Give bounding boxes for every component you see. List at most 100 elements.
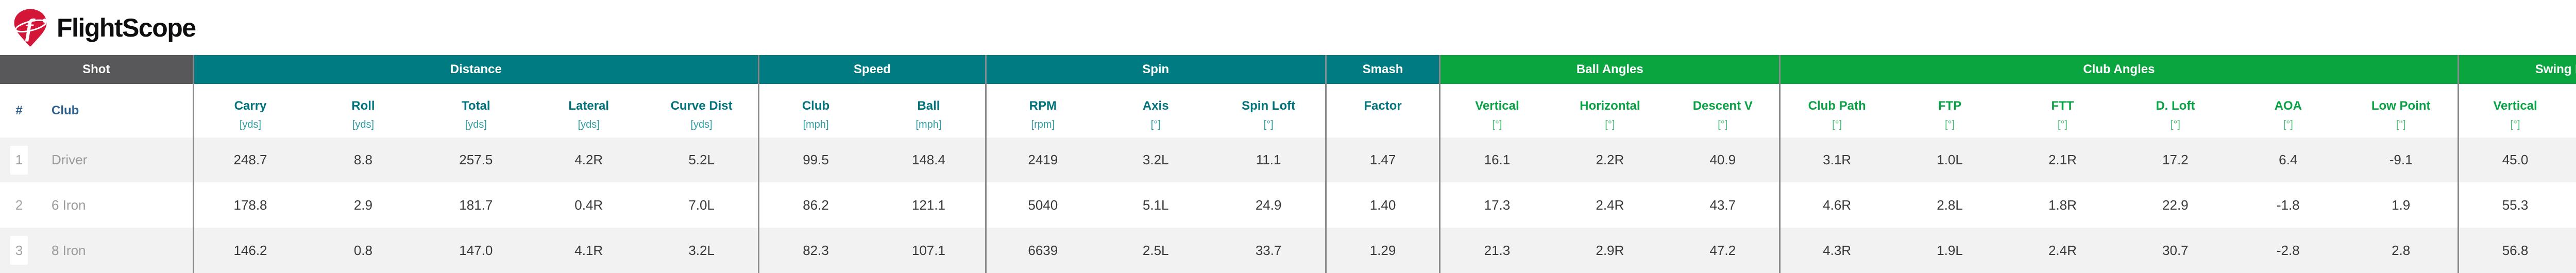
column-label: Club Path [1808, 98, 1866, 113]
column-label: Horizontal [1580, 98, 1640, 113]
column-label: AOA [2274, 98, 2302, 113]
group-ball-angles: Ball Angles Vertical [°] Horizontal [°] Desce… [1440, 55, 1780, 273]
column-unit: [rpm] [1031, 118, 1055, 130]
cell-swing-plane-horizontal: 3.4R [2571, 197, 2576, 213]
table-row[interactable]: 21.3 2.9R 47.2 [1440, 228, 1780, 273]
flightscope-logo-icon: f [14, 8, 47, 46]
column-header-swing-plane-vertical: Vertical [°] [2459, 84, 2572, 138]
column-header-shot-number: # [15, 103, 23, 117]
group-divider [2457, 55, 2459, 273]
group-divider [1779, 55, 1781, 273]
cell-distance-lateral: 4.2R [574, 152, 603, 168]
cell-distance-carry: 248.7 [233, 152, 267, 168]
group-header-smash: Smash [1326, 55, 1439, 84]
column-unit: [yds] [578, 118, 600, 130]
cell-club-angles-aoa: -2.8 [2276, 242, 2300, 258]
table-row[interactable]: 5040 5.1L 24.9 [986, 182, 1325, 228]
column-header-spin-rpm: RPM [rpm] [987, 84, 1099, 138]
cell-distance-lateral: 0.4R [574, 197, 603, 213]
cell-speed-club: 82.3 [803, 242, 829, 258]
shot-column-headers: # Club [0, 83, 193, 138]
table-row[interactable]: 3.1R 1.0L 2.1R 17.2 6.4 -9.1 [1781, 137, 2458, 183]
table-row[interactable]: 1.47 [1326, 137, 1439, 183]
group-club-angles: Club Angles Club Path [°] FTP [°] FTT [°] D. Lo… [1781, 55, 2458, 273]
column-unit: [yds] [239, 118, 262, 130]
column-headers-ball-angles: Vertical [°] Horizontal [°] Descent V [°] [1440, 83, 1780, 138]
top-bar: f FlightScope [0, 0, 2576, 55]
column-header-distance-curve-dist: Curve Dist [yds] [645, 84, 758, 138]
cell-club-angles-club-path: 4.3R [1823, 242, 1852, 258]
cell-spin-rpm: 6639 [1028, 242, 1058, 258]
cell-club-angles-low-point: 2.8 [2392, 242, 2411, 258]
column-unit: [°] [2057, 118, 2067, 130]
cell-club-angles-ftt: 1.8R [2048, 197, 2077, 213]
cell-swing-plane-horizontal: 9.5R [2571, 152, 2576, 168]
column-unit: [°] [1718, 118, 1728, 130]
cell-spin-spin-loft: 33.7 [1255, 242, 1282, 258]
table-row[interactable]: 86.2 121.1 [759, 182, 985, 228]
table-row[interactable]: 146.2 0.8 147.0 4.1R 3.2L [194, 228, 758, 273]
column-unit: [°] [2283, 118, 2293, 130]
table-row[interactable]: 4.6R 2.8L 1.8R 22.9 -1.8 1.9 [1781, 182, 2458, 228]
table-row[interactable]: 1.29 [1326, 228, 1439, 273]
table-row[interactable]: 55.3 3.4R [2459, 182, 2576, 228]
column-header-club-angles-club-path: Club Path [°] [1781, 84, 1893, 138]
column-header-ball-angles-vertical: Vertical [°] [1440, 84, 1553, 138]
table-row[interactable]: 4.3R 1.9L 2.4R 30.7 -2.8 2.8 [1781, 228, 2458, 273]
table-row[interactable]: 16.1 2.2R 40.9 [1440, 137, 1780, 183]
table-row[interactable]: 17.3 2.4R 43.7 [1440, 182, 1780, 228]
column-headers-spin: RPM [rpm] Axis [°] Spin Loft [°] [986, 83, 1325, 138]
cell-distance-total: 181.7 [459, 197, 493, 213]
shot-number-cell: 2 [0, 191, 38, 220]
cell-ball-angles-descent-v: 47.2 [1709, 242, 1736, 258]
shot-number-box: 2 [10, 191, 28, 220]
group-header-speed: Speed [759, 55, 985, 84]
brand-wordmark: FlightScope [57, 13, 196, 42]
table-row[interactable]: 1.40 [1326, 182, 1439, 228]
table-row[interactable]: 82.3 107.1 [759, 228, 985, 273]
group-divider [1439, 55, 1441, 273]
group-divider [192, 55, 194, 273]
cell-club-angles-low-point: 1.9 [2392, 197, 2411, 213]
cell-ball-angles-horizontal: 2.2R [1596, 152, 1624, 168]
table-row[interactable]: 178.8 2.9 181.7 0.4R 7.0L [194, 182, 758, 228]
table-row[interactable]: 2419 3.2L 11.1 [986, 137, 1325, 183]
column-unit: [°] [1944, 118, 1955, 130]
column-headers-distance: Carry [yds] Roll [yds] Total [yds] Lateral [yds… [194, 83, 758, 138]
table-row[interactable]: 45.0 9.5R [2459, 137, 2576, 183]
column-header-club-angles-ftt: FTT [°] [2006, 84, 2119, 138]
column-label: Lateral [568, 98, 609, 113]
table-row-shot-3[interactable]: 3 8 Iron [0, 228, 193, 273]
table-row[interactable]: 6639 2.5L 33.7 [986, 228, 1325, 273]
column-label: Total [462, 98, 490, 113]
column-label: Factor [1364, 98, 1402, 113]
column-headers-swing-plane: Vertical [°] Horizontal[°] [2459, 83, 2576, 138]
column-header-distance-total: Total [yds] [419, 84, 532, 138]
cell-distance-carry: 178.8 [233, 197, 267, 213]
cell-distance-roll: 2.9 [353, 197, 372, 213]
column-label: Curve Dist [670, 98, 733, 113]
cell-distance-lateral: 4.1R [574, 242, 603, 258]
column-unit: [mph] [803, 118, 829, 130]
table-row-shot-2[interactable]: 2 6 Iron [0, 182, 193, 228]
table-row-shot-1[interactable]: 1 Driver [0, 137, 193, 183]
cell-distance-carry: 146.2 [233, 242, 267, 258]
table-row[interactable]: 56.8 2.4R [2459, 228, 2576, 273]
cell-distance-total: 257.5 [459, 152, 493, 168]
column-unit: [°] [2170, 118, 2180, 130]
club-name: Driver [52, 152, 88, 168]
column-header-distance-lateral: Lateral [yds] [532, 84, 645, 138]
column-header-smash-factor: Factor [1327, 84, 1439, 138]
group-divider [1325, 55, 1327, 273]
cell-ball-angles-horizontal: 2.4R [1596, 197, 1624, 213]
table-row[interactable]: 99.5 148.4 [759, 137, 985, 183]
group-smash: Smash Factor 1.47 1.40 1.29 [1326, 55, 1439, 273]
club-name: 6 Iron [52, 197, 86, 213]
table-row[interactable]: 248.7 8.8 257.5 4.2R 5.2L [194, 137, 758, 183]
column-header-club-angles-ftp: FTP [°] [1893, 84, 2006, 138]
club-name-cell: 6 Iron [38, 197, 193, 213]
column-label: FTT [2051, 98, 2074, 113]
column-unit: [°] [1150, 118, 1161, 130]
column-header-speed-ball: Ball [mph] [872, 84, 985, 138]
club-name-cell: Driver [38, 152, 193, 168]
